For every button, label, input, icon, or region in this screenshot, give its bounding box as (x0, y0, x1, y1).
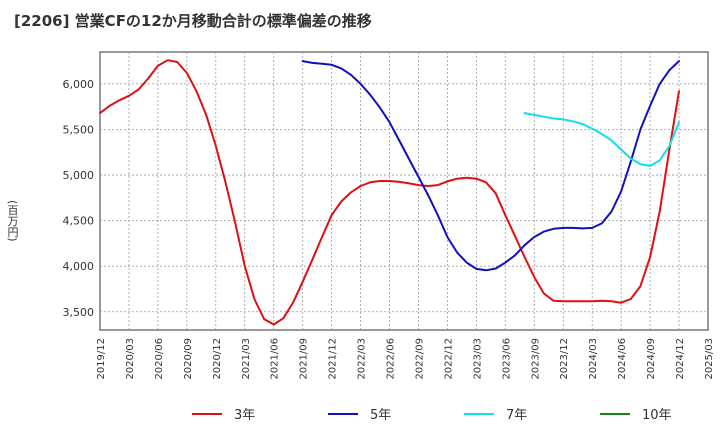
series-line-3 (523, 112, 680, 167)
x-tick-label: 2024/06 (617, 338, 628, 380)
x-tick-label: 2021/12 (328, 338, 339, 380)
y-tick-label: 4,000 (63, 260, 95, 273)
x-tick-label: 2023/12 (559, 338, 570, 380)
y-tick-label: 5,000 (63, 169, 95, 182)
x-tick-label: 2019/12 (96, 338, 107, 380)
x-tick-label: 2022/12 (443, 338, 454, 380)
chart-title: [2206] 営業CFの12か月移動合計の標準偏差の推移 (14, 12, 372, 30)
x-tick-label: 2020/06 (154, 338, 165, 380)
y-tick-label: 6,000 (63, 78, 95, 91)
plot-area (99, 51, 709, 331)
x-tick-label: 2021/06 (270, 338, 281, 380)
x-tick-label: 2020/03 (125, 338, 136, 380)
x-tick-label: 2020/12 (212, 338, 223, 380)
x-tick-label: 2020/09 (183, 338, 194, 380)
y-tick-label: 5,500 (63, 123, 95, 136)
legend-label-2: 5年 (370, 408, 391, 423)
x-tick-label: 2021/03 (241, 338, 252, 380)
legend-label-4: 10年 (642, 408, 672, 423)
y-axis-label: (百万円) (6, 200, 19, 242)
x-tick-label: 2024/09 (646, 338, 657, 380)
legend-label-1: 3年 (234, 408, 255, 423)
x-tick-label: 2023/09 (530, 338, 541, 380)
x-tick-label: 2021/09 (299, 338, 310, 380)
x-tick-label: 2022/09 (414, 338, 425, 380)
x-tick-label: 2025/03 (704, 338, 715, 380)
y-tick-label: 4,500 (63, 215, 95, 228)
series-line-2 (301, 60, 680, 272)
x-tick-label: 2024/03 (588, 338, 599, 380)
x-tick-label: 2022/06 (386, 338, 397, 380)
series-line-1 (99, 59, 680, 326)
x-tick-label: 2023/06 (501, 338, 512, 380)
legend-label-3: 7年 (506, 408, 527, 423)
x-tick-label: 2024/12 (675, 338, 686, 380)
y-tick-label: 3,500 (63, 306, 95, 319)
x-tick-label: 2022/03 (357, 338, 368, 380)
x-tick-label: 2023/03 (472, 338, 483, 380)
